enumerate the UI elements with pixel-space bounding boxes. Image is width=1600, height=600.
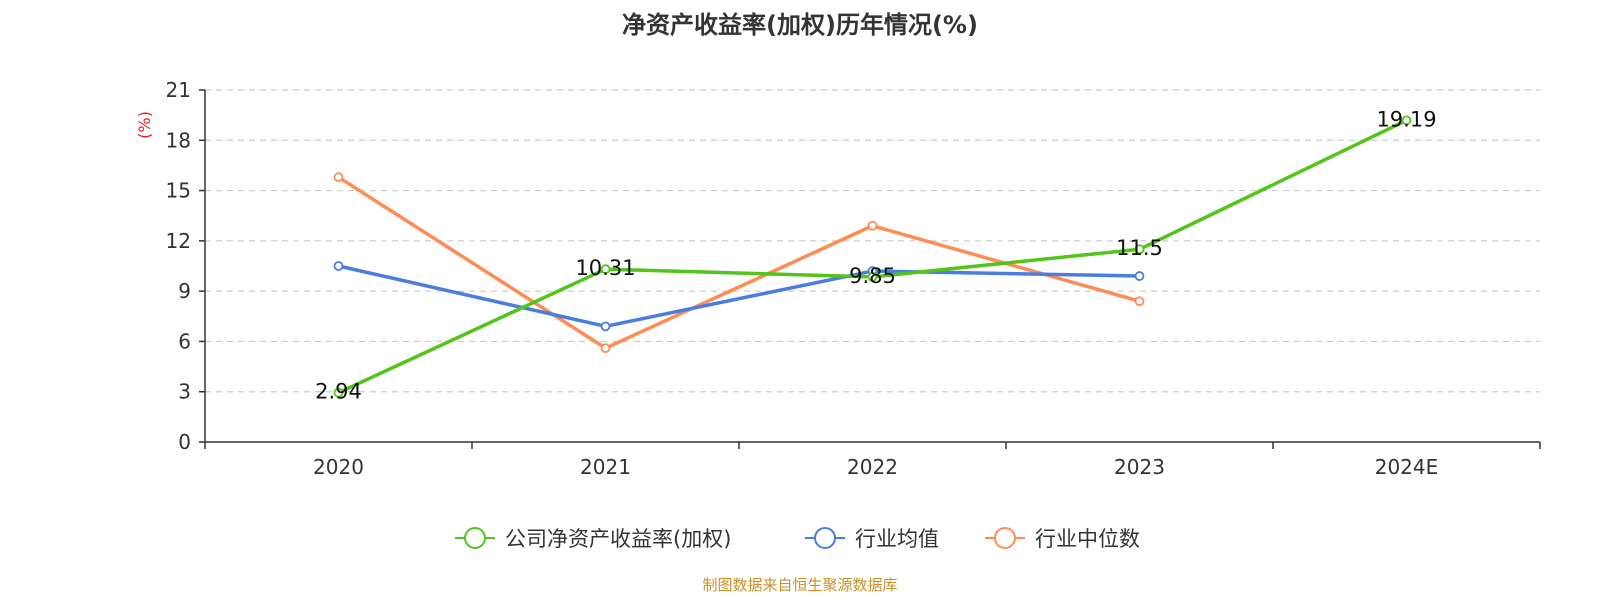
data-point[interactable] [600, 343, 611, 354]
data-point[interactable] [600, 264, 611, 275]
legend-item-2[interactable]: 行业中位数 [985, 527, 1140, 551]
data-point[interactable] [333, 172, 344, 183]
axes: 0 3 6 9 12 15 18 21 2020 2021 2022 2023 2024E [166, 78, 1541, 479]
data-label: 11.5 [1116, 236, 1163, 260]
data-point[interactable] [1401, 115, 1412, 126]
data-point[interactable] [1134, 271, 1145, 281]
legend-circle-icon [464, 527, 486, 549]
y-tick-label: 3 [178, 380, 191, 404]
data-point[interactable] [333, 387, 344, 398]
data-point[interactable] [1134, 244, 1145, 255]
data-label: 10.31 [575, 256, 635, 280]
series-line-1 [338, 264, 1140, 329]
data-label: 9.85 [849, 264, 896, 288]
legend-item-0[interactable]: 公司净资产收益率(加权) [455, 527, 731, 551]
y-tick-label: 18 [166, 128, 191, 152]
y-tick-label: 9 [178, 279, 191, 303]
x-tick-label: 2020 [313, 455, 364, 479]
y-tick-label: 6 [178, 329, 191, 353]
legend-label: 公司净资产收益率(加权) [505, 527, 731, 551]
y-tick-label: 15 [166, 179, 191, 203]
legend-label: 行业均值 [855, 527, 939, 551]
legend-circle-icon [994, 527, 1016, 549]
legend[interactable]: 公司净资产收益率(加权) 行业均值 行业中位数 [455, 527, 1140, 551]
x-tick-label: 2021 [580, 455, 631, 479]
x-tick-label: 2022 [847, 455, 898, 479]
y-tick-label: 12 [166, 229, 191, 253]
chart-title: 净资产收益率(加权)历年情况(%) [622, 11, 978, 39]
source-caption: 制图数据来自恒生聚源数据库 [702, 576, 897, 594]
series-lines [333, 115, 1412, 398]
data-label: 2.94 [315, 380, 362, 404]
data-point[interactable] [867, 220, 878, 231]
data-labels: 2.94 10.31 9.85 11.5 19.19 [315, 107, 1436, 403]
legend-item-1[interactable]: 行业均值 [805, 527, 939, 551]
x-tick-label: 2024E [1375, 455, 1439, 479]
data-label: 19.19 [1376, 107, 1436, 131]
legend-circle-icon [814, 527, 836, 549]
y-axis-unit-label: (%) [135, 111, 154, 139]
data-point[interactable] [600, 321, 611, 332]
data-point[interactable] [333, 261, 344, 271]
grid-lines [205, 89, 1540, 393]
y-tick-label: 0 [178, 430, 191, 454]
series-line-0 [337, 118, 1408, 395]
y-tick-label: 21 [166, 78, 191, 102]
legend-label: 行业中位数 [1035, 527, 1140, 551]
data-point[interactable] [1134, 296, 1145, 307]
data-point[interactable] [867, 271, 878, 282]
x-tick-label: 2023 [1114, 455, 1165, 479]
